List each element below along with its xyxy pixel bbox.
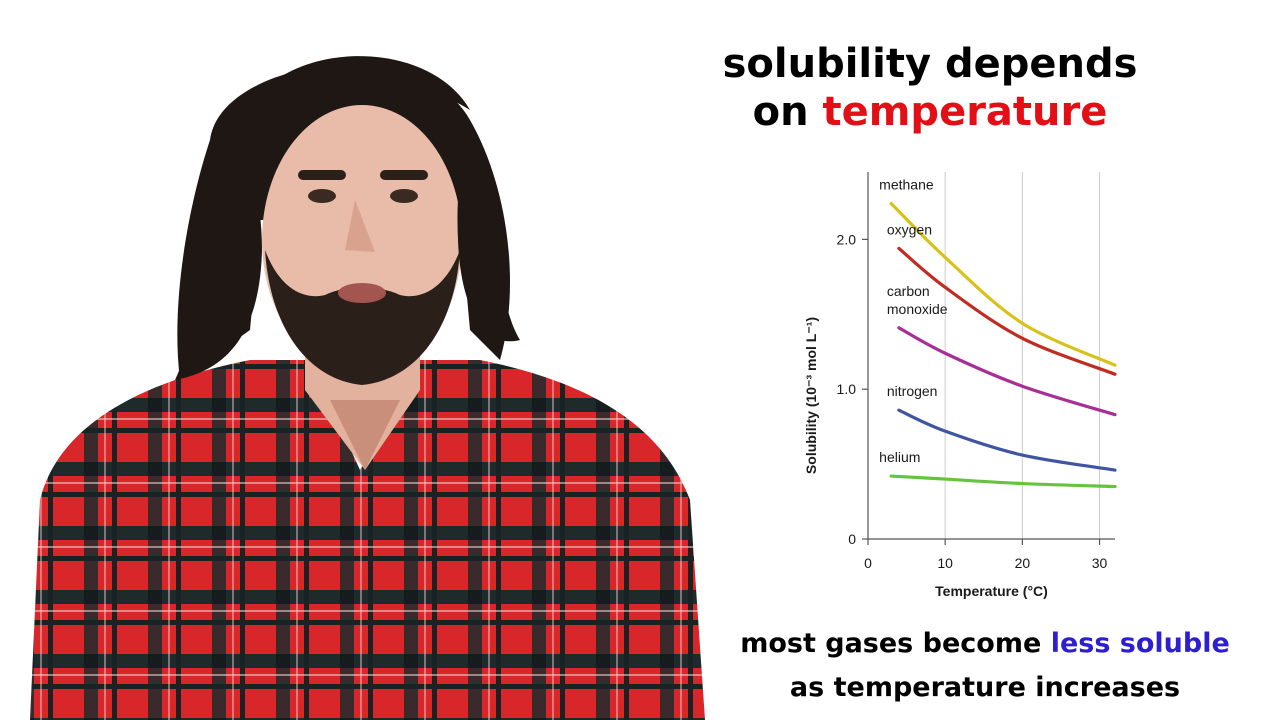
series-line-carbon-monoxide (897, 326, 1117, 417)
tick-labels: 0 1.0 2.0 0 10 20 30 (837, 231, 1108, 571)
caption-line-1-prefix: most gases become (740, 628, 1051, 659)
x-tick-label: 20 (1015, 555, 1031, 571)
slide-caption: most gases become less soluble as temper… (690, 622, 1280, 710)
curve-label-carbon-monoxide: carbon (887, 283, 930, 299)
title-line-2: on temperature (660, 88, 1200, 136)
series-lines (889, 201, 1117, 489)
series-line-oxygen (897, 246, 1117, 376)
title-line-1: solubility depends (722, 41, 1138, 87)
x-tick-label: 30 (1092, 555, 1108, 571)
slide-title: solubility depends on temperature (660, 40, 1200, 136)
curve-label-methane: methane (879, 176, 934, 192)
series-line-helium (889, 474, 1117, 489)
axes (867, 172, 1115, 540)
y-tick-label: 1.0 (837, 381, 857, 397)
curve-label-nitrogen: nitrogen (887, 383, 938, 399)
solubility-chart: methane oxygen carbon monoxide nitrogen heliu… (803, 172, 1117, 599)
presenter-figure (30, 56, 705, 720)
caption-line-1: most gases become less soluble (690, 622, 1280, 666)
title-line-2-prefix: on (752, 89, 823, 135)
title-accent-word: temperature (822, 89, 1108, 135)
x-axis-label: Temperature (°C) (935, 583, 1048, 599)
x-tick-label: 10 (937, 555, 953, 571)
x-tick-label: 0 (864, 555, 872, 571)
caption-accent-phrase: less soluble (1050, 628, 1230, 659)
caption-line-2: as temperature increases (789, 672, 1181, 703)
curve-label-carbon-monoxide: monoxide (887, 301, 948, 317)
series-line-methane (889, 201, 1117, 367)
y-tick-label: 0 (848, 531, 856, 547)
curve-labels: methane oxygen carbon monoxide nitrogen heliu… (879, 176, 948, 465)
curve-label-helium: helium (879, 449, 920, 465)
curve-label-oxygen: oxygen (887, 221, 932, 237)
series-line-nitrogen (897, 408, 1117, 472)
y-axis-label: Solubility (10⁻³ mol L⁻¹) (803, 317, 819, 474)
y-tick-label: 2.0 (837, 231, 857, 247)
